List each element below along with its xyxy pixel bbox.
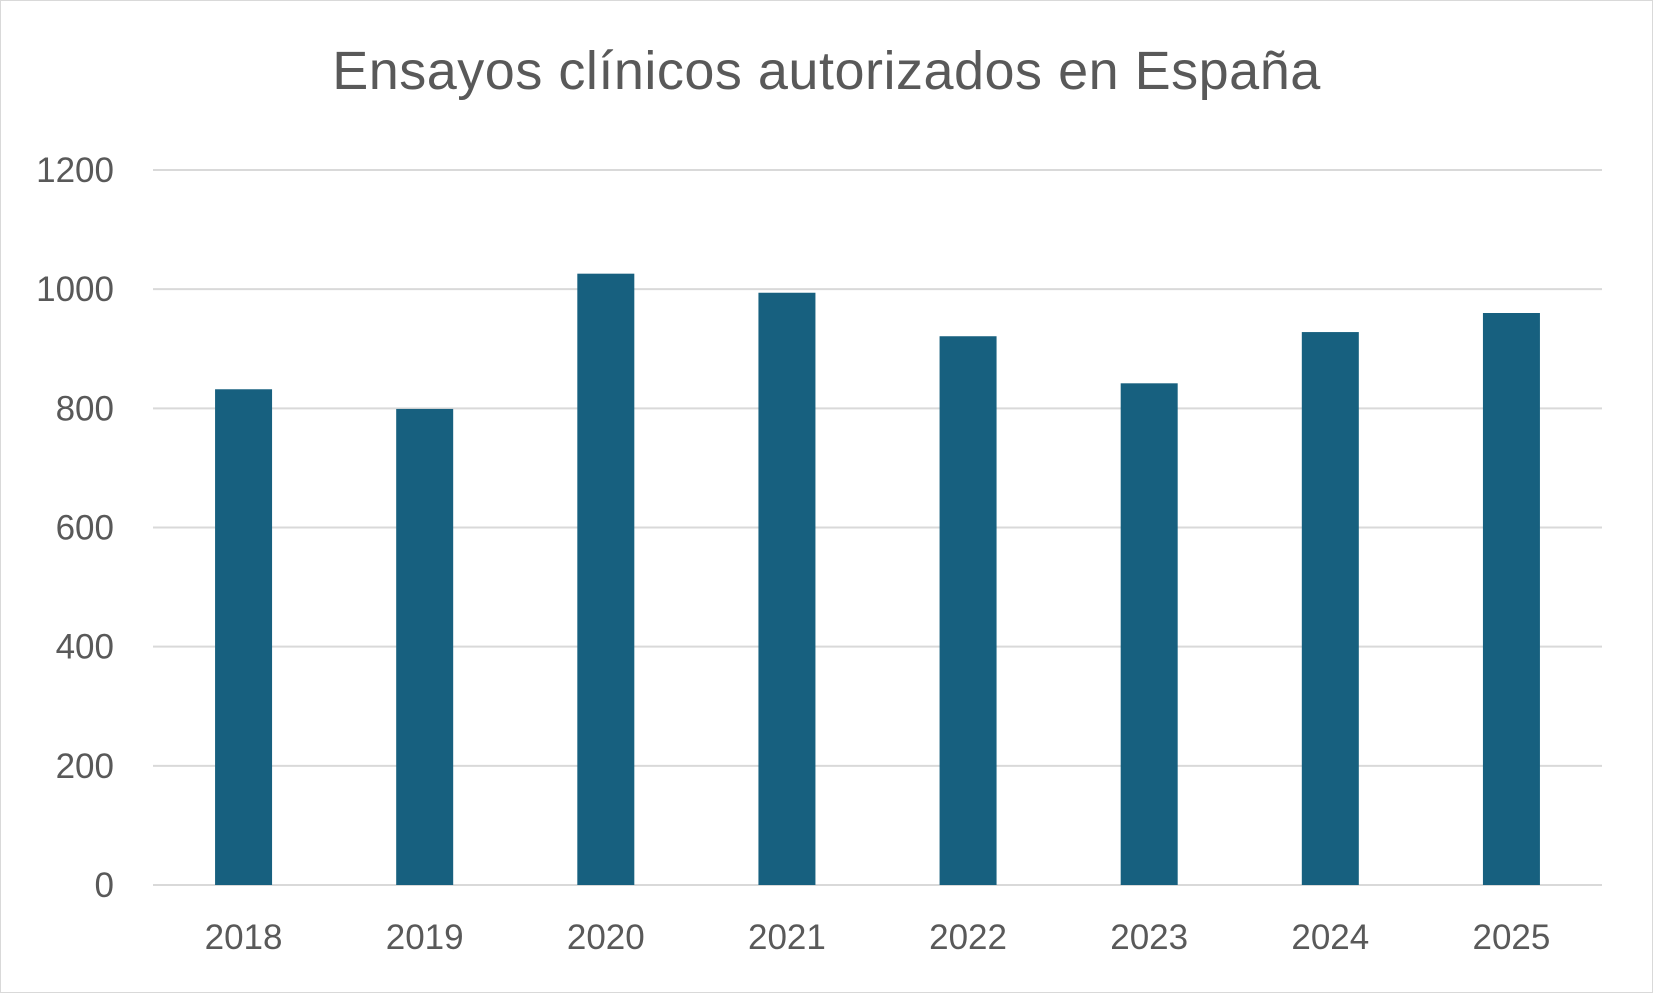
- x-tick-label: 2024: [1291, 918, 1369, 957]
- bar-2024: [1301, 332, 1359, 886]
- chart-title: Ensayos clínicos autorizados en España: [332, 41, 1321, 101]
- bar-2020: [577, 273, 635, 885]
- y-tick-label: 400: [56, 628, 114, 667]
- bar-2023: [1120, 383, 1178, 885]
- x-tick-label: 2021: [748, 918, 826, 957]
- bar-2021: [758, 292, 816, 885]
- y-tick-label: 0: [95, 866, 114, 905]
- x-tick-label: 2020: [567, 918, 645, 957]
- bars: [215, 273, 1540, 886]
- x-axis-ticks: 2018 2019 2020 2021 2022 2023 2024 2025: [205, 918, 1551, 957]
- y-axis-ticks: 0 200 400 600 800 1000 1200: [36, 151, 114, 905]
- y-tick-label: 1200: [36, 151, 114, 190]
- gridlines: [153, 169, 1602, 886]
- x-tick-label: 2022: [929, 918, 1007, 957]
- bar-2018: [215, 389, 273, 885]
- y-tick-label: 200: [56, 747, 114, 786]
- y-tick-label: 600: [56, 509, 114, 548]
- y-tick-label: 800: [56, 389, 114, 428]
- x-tick-label: 2023: [1110, 918, 1188, 957]
- bar-2019: [396, 408, 454, 885]
- bar-2025: [1482, 313, 1540, 885]
- x-tick-label: 2025: [1473, 918, 1551, 957]
- x-tick-label: 2019: [386, 918, 464, 957]
- x-tick-label: 2018: [205, 918, 283, 957]
- y-tick-label: 1000: [36, 270, 114, 309]
- bar-2022: [939, 336, 997, 885]
